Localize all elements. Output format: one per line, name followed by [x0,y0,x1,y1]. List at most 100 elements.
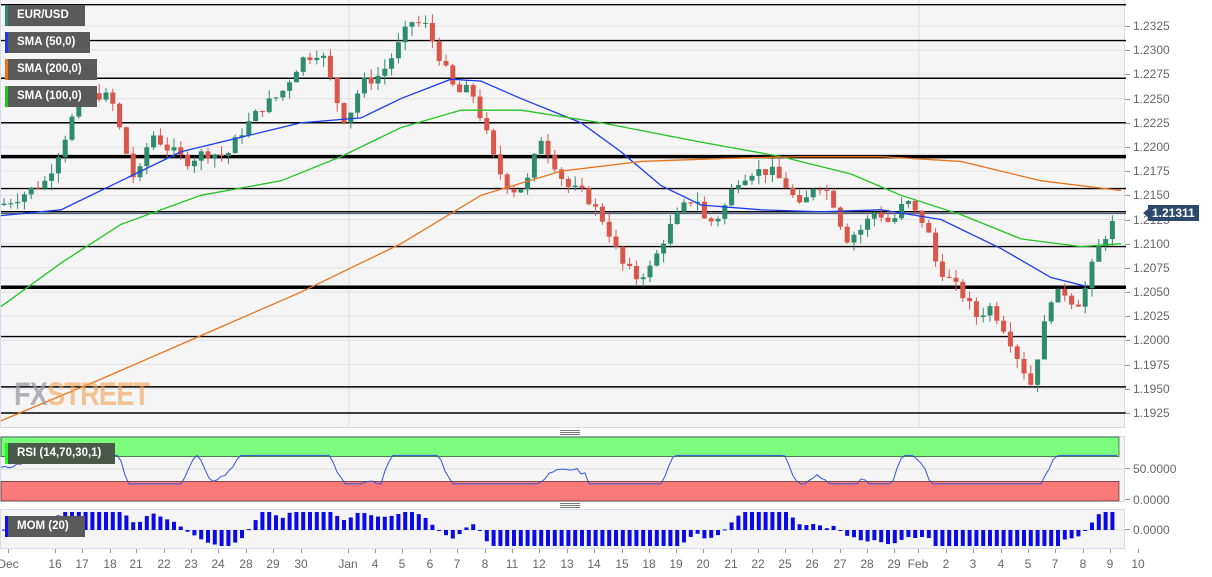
time-axis-tickmark [430,549,431,553]
price-axis-tick: 1.2200 [1133,139,1170,154]
time-axis-label: 26 [805,557,819,571]
legend-symbol-label: EUR/USD [17,9,69,21]
time-axis-label: 21 [129,557,143,571]
time-axis-tickmark [1055,549,1056,553]
price-axis-tickmark [1125,122,1130,124]
legend-rsi-label: RSI (14,70,30,1) [17,447,102,459]
time-axis-label: 16 [48,557,62,571]
time-axis-label: 11 [505,557,519,571]
time-axis-label: 8 [1079,557,1087,571]
time-axis-tickmark [946,549,947,553]
time-axis-tickmark [375,549,376,553]
legend-mom-label: MOM (20) [17,520,69,532]
candlestick-chart [0,0,1126,428]
last-price-tag: 1.21311 [1143,205,1199,221]
time-axis-label: 24 [211,557,225,571]
time-axis-label: 4 [371,557,379,571]
price-axis-tick: 1.2250 [1133,91,1170,106]
rsi-tick-0 [1125,499,1130,500]
time-axis-tickmark [110,549,111,553]
legend-sma50-label: SMA (50,0) [17,36,76,48]
legend-sma200[interactable]: SMA (200,0) [5,59,97,80]
time-axis-label: 28 [239,557,253,571]
price-axis-tick: 1.2275 [1133,67,1170,82]
legend-sma50[interactable]: SMA (50,0) [5,32,90,53]
time-axis-tickmark [894,549,895,553]
time-axis-tickmark [1138,549,1139,553]
momentum-pane[interactable] [0,509,1126,549]
time-axis-tickmark [539,549,540,553]
time-axis-tickmark [731,549,732,553]
price-chart-pane[interactable] [0,0,1126,428]
time-axis-label: Feb [907,557,929,571]
time-axis-label: 13 [560,557,574,571]
time-axis-label: 27 [833,557,847,571]
time-axis-label: 22 [751,557,765,571]
pane-resize-handle-mom[interactable] [560,503,580,508]
time-axis-tickmark [840,549,841,553]
price-axis-tickmark [1125,364,1130,366]
time-axis-label: 14 [587,557,601,571]
time-axis-label: 4 [997,557,1005,571]
price-axis-tickmark [1125,195,1130,197]
time-axis-tickmark [649,549,650,553]
time-axis-label: 28 [860,557,874,571]
time-axis-tickmark [676,549,677,553]
time-axis-tickmark [867,549,868,553]
time-axis-label: 29 [887,557,901,571]
price-axis-tick: 1.1925 [1133,406,1170,420]
price-axis-tickmark [1125,340,1130,342]
time-axis-label: 6 [426,557,434,571]
time-axis-tickmark [136,549,137,553]
price-axis-tick: 1.2150 [1133,188,1170,203]
rsi-axis-50: 50.0000 [1133,462,1177,476]
time-axis-tickmark [594,549,595,553]
time-axis-tickmark [246,549,247,553]
time-axis-label: 18 [103,557,117,571]
time-axis-label: 5 [1024,557,1032,571]
fxstreet-watermark: FXSTREET [14,376,150,412]
time-axis-label: 9 [1106,557,1114,571]
legend-symbol[interactable]: EUR/USD [5,5,85,26]
legend-sma100[interactable]: SMA (100,0) [5,86,97,107]
price-axis-tick: 1.2225 [1133,115,1170,130]
time-axis-label: 10 [1131,557,1145,571]
price-axis-tickmark [1125,388,1130,390]
time-axis-tickmark [918,549,919,553]
rsi-chart [0,436,1126,502]
price-axis-tick: 1.2050 [1133,285,1170,300]
legend-rsi[interactable]: RSI (14,70,30,1) [5,443,115,464]
price-axis-tick: 1.2100 [1133,236,1170,251]
time-axis-tickmark [55,549,56,553]
time-axis-label: 21 [724,557,738,571]
price-axis-tickmark [1125,413,1130,414]
mom-color-swatch [5,516,8,537]
price-axis-tickmark [1125,219,1130,221]
symbol-color-swatch [5,5,8,26]
time-axis-label: Dec [0,557,19,571]
price-axis-tickmark [1125,243,1130,245]
time-axis-tickmark [485,549,486,553]
legend-mom[interactable]: MOM (20) [5,516,85,537]
time-axis-tickmark [785,549,786,553]
rsi-pane[interactable] [0,436,1126,502]
momentum-chart [1,512,1126,546]
sma100-color-swatch [5,86,8,107]
time-axis-tickmark [512,549,513,553]
time-axis-label: 30 [294,557,308,571]
time-axis-label: 5 [398,557,406,571]
time-axis-label: 29 [266,557,280,571]
time-axis-label: 8 [481,557,489,571]
price-axis-tickmark [1125,74,1130,76]
time-axis-tickmark [191,549,192,553]
time-axis-tickmark [218,549,219,553]
sma50-color-swatch [5,32,8,53]
time-axis-label: 12 [532,557,546,571]
time-axis-label: 3 [969,557,977,571]
pane-resize-handle-rsi[interactable] [560,430,580,435]
price-axis-tickmark [1125,146,1130,148]
rsi-color-swatch [5,443,8,464]
candles [1,14,1115,393]
price-axis-tick: 1.2300 [1133,43,1170,58]
time-axis-label: 22 [157,557,171,571]
